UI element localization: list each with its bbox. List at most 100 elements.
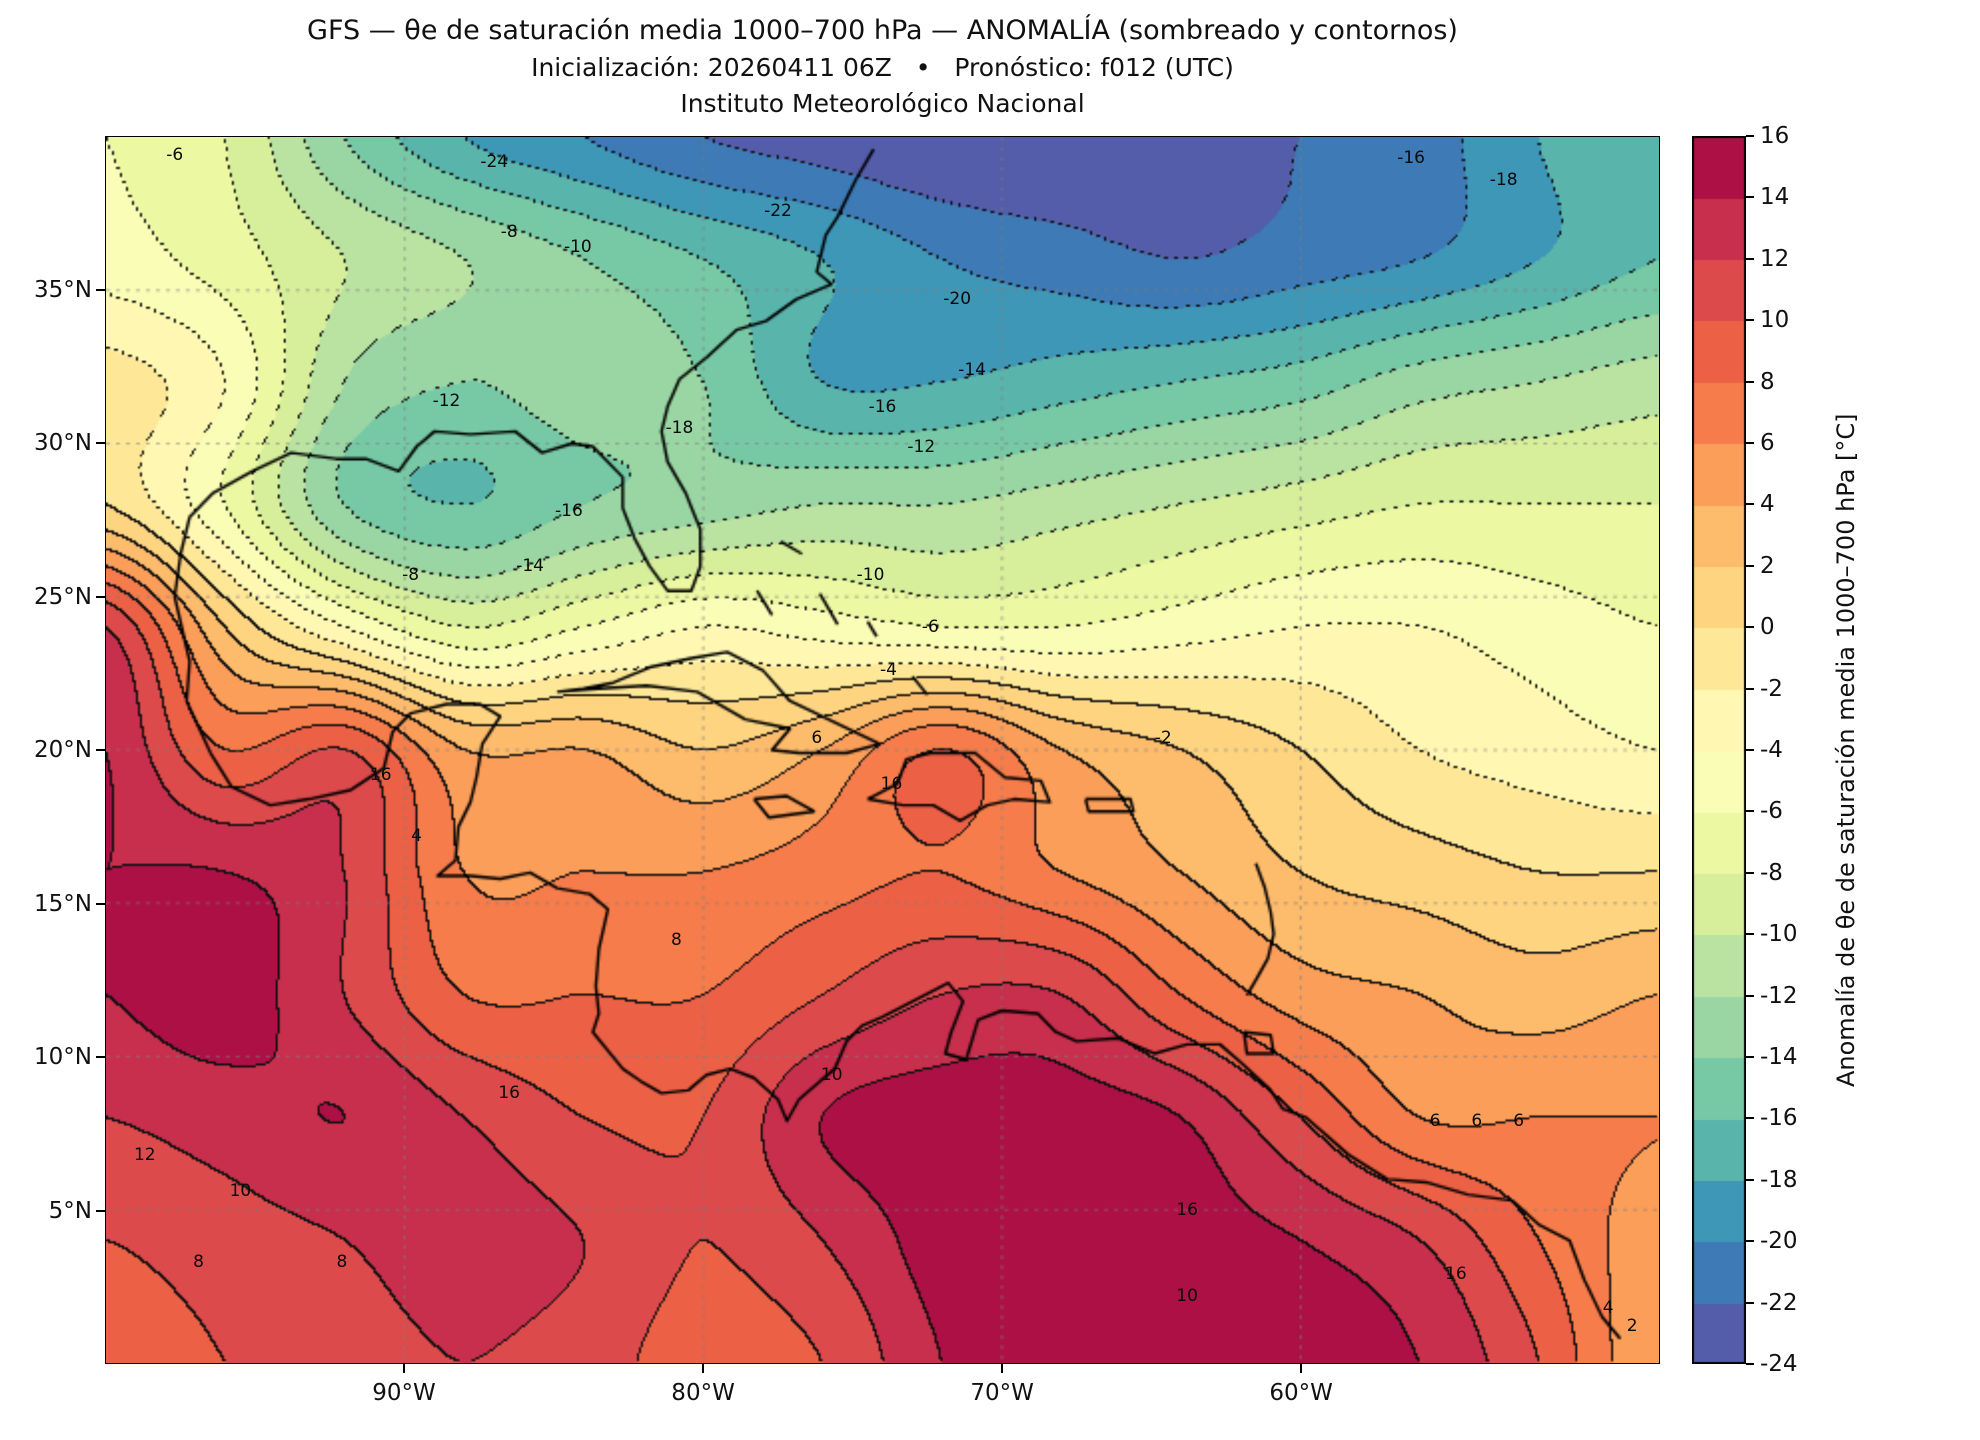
contour-label: 16 bbox=[880, 773, 903, 794]
contour-label: -10 bbox=[563, 237, 592, 258]
x-tick-mark bbox=[1300, 1364, 1303, 1373]
colorbar-tick-mark bbox=[1746, 257, 1754, 260]
colorbar-tick-mark bbox=[1746, 1240, 1754, 1243]
contour-label: -8 bbox=[402, 565, 420, 586]
contour-label: 16 bbox=[1176, 1199, 1198, 1220]
contour-label: -14 bbox=[958, 359, 986, 380]
contour-label: 10 bbox=[229, 1181, 252, 1202]
x-tick-label: 60°W bbox=[1269, 1380, 1333, 1406]
contour-label: -6 bbox=[921, 617, 939, 638]
y-tick-mark bbox=[96, 595, 105, 598]
colorbar-tick-label: -10 bbox=[1760, 921, 1798, 948]
colorbar-tick-label: 16 bbox=[1760, 123, 1790, 149]
colorbar-tick-mark bbox=[1746, 503, 1754, 506]
contour-label: 8 bbox=[193, 1251, 204, 1272]
map-plot: -24 -22 -20 -18 -18 -16 -16 -16 -14 -14 -12 -12 -10-… bbox=[105, 136, 1660, 1364]
contour-label: -16 bbox=[868, 396, 897, 417]
colorbar-tick-label: 14 bbox=[1760, 184, 1790, 211]
contour-label: 16 bbox=[1445, 1264, 1467, 1285]
x-tick-mark bbox=[403, 1364, 406, 1373]
colorbar-tick-label: -24 bbox=[1760, 1351, 1798, 1377]
y-tick-label: 5°N bbox=[48, 1197, 92, 1224]
contour-label: -24 bbox=[480, 151, 509, 172]
contour-label: 12 bbox=[133, 1144, 156, 1165]
chart-subtitle: Inicialización: 20260411 06Z • Pronóstic… bbox=[531, 53, 1234, 83]
colorbar-tick-label: -22 bbox=[1760, 1289, 1798, 1316]
contour-label: 10 bbox=[820, 1064, 843, 1085]
colorbar-tick-mark bbox=[1746, 749, 1754, 751]
colorbar-tick-mark bbox=[1746, 1056, 1754, 1058]
contour-label: 8 bbox=[336, 1251, 348, 1272]
contour-label: -4 bbox=[879, 660, 897, 681]
y-tick-mark bbox=[96, 288, 105, 291]
colorbar-tick-mark bbox=[1746, 933, 1754, 936]
chart-title: GFS — θe de saturación media 1000–700 hP… bbox=[307, 15, 1458, 46]
colorbar-tick-mark bbox=[1746, 135, 1754, 137]
contour-label: -18 bbox=[665, 418, 694, 439]
contour-label: -18 bbox=[1489, 169, 1518, 190]
chart-institution: Instituto Meteorológico Nacional bbox=[680, 88, 1085, 118]
y-tick-label: 10°N bbox=[34, 1044, 92, 1070]
contour-label: -12 bbox=[432, 390, 461, 411]
colorbar-tick-mark bbox=[1746, 564, 1754, 567]
colorbar-tick-label: -18 bbox=[1760, 1166, 1798, 1193]
x-tick-label: 70°W bbox=[970, 1380, 1034, 1406]
colorbar-tick-label: 8 bbox=[1760, 368, 1775, 395]
contour-label: -20 bbox=[943, 289, 972, 310]
contour-label: 6 bbox=[1471, 1110, 1483, 1131]
y-tick-mark bbox=[96, 902, 105, 905]
colorbar-tick-mark bbox=[1746, 1178, 1754, 1181]
contour-label: -14 bbox=[516, 556, 544, 577]
contour-label: 6 bbox=[1429, 1110, 1441, 1131]
contour-label: -22 bbox=[764, 200, 792, 221]
colorbar-canvas bbox=[1692, 136, 1746, 1364]
colorbar-tick-label: -6 bbox=[1760, 798, 1783, 825]
colorbar-tick-mark bbox=[1746, 442, 1754, 444]
contour-label: 4 bbox=[1602, 1297, 1614, 1318]
contour-label: -16 bbox=[555, 500, 583, 521]
y-tick-mark bbox=[96, 442, 105, 444]
colorbar-tick-mark bbox=[1746, 810, 1754, 813]
colorbar-tick-mark bbox=[1746, 994, 1754, 997]
title-block: GFS — θe de saturación media 1000–700 hP… bbox=[105, 12, 1660, 121]
contour-label: -6 bbox=[166, 145, 184, 166]
colorbar-tick-mark bbox=[1746, 1117, 1754, 1120]
colorbar-tick-label: 2 bbox=[1760, 552, 1775, 579]
x-tick-label: 90°W bbox=[372, 1380, 436, 1406]
colorbar-tick-label: 0 bbox=[1760, 614, 1775, 641]
anomaly-map-canvas bbox=[106, 137, 1659, 1363]
contour-labels-layer: -24 -22 -20 -18 -18 -16 -16 -16 -14 -14 -12 -12 -10-… bbox=[106, 137, 1659, 1363]
contour-label: 16 bbox=[369, 764, 392, 785]
contour-label: 4 bbox=[411, 825, 423, 846]
colorbar-tick-mark bbox=[1746, 319, 1754, 322]
contour-label: 10 bbox=[1176, 1285, 1198, 1306]
colorbar-tick-mark bbox=[1746, 196, 1754, 199]
colorbar-tick-mark bbox=[1746, 871, 1754, 874]
colorbar-tick-mark bbox=[1746, 380, 1754, 383]
contour-label: 6 bbox=[1513, 1110, 1525, 1131]
colorbar-tick-label: -20 bbox=[1760, 1228, 1798, 1255]
colorbar-tick-label: 12 bbox=[1760, 245, 1790, 272]
contour-label: 2 bbox=[1626, 1316, 1638, 1337]
colorbar-label: Anomalía de θe de saturación media 1000–… bbox=[1832, 413, 1860, 1087]
y-tick-label: 35°N bbox=[34, 276, 92, 303]
colorbar-tick-label: 6 bbox=[1760, 430, 1775, 456]
contour-label: 8 bbox=[671, 930, 682, 951]
colorbar-tick-label: 10 bbox=[1760, 307, 1790, 334]
colorbar-tick-label: -16 bbox=[1760, 1105, 1798, 1132]
x-tick-mark bbox=[702, 1364, 705, 1373]
colorbar-tick-mark bbox=[1746, 687, 1754, 690]
y-tick-mark bbox=[96, 1209, 105, 1212]
colorbar-tick-label: -14 bbox=[1760, 1044, 1798, 1070]
contour-label: -10 bbox=[856, 565, 885, 586]
y-tick-label: 15°N bbox=[34, 890, 92, 917]
colorbar-tick-label: 4 bbox=[1760, 491, 1775, 518]
colorbar-tick-label: -4 bbox=[1760, 737, 1783, 763]
colorbar bbox=[1692, 136, 1746, 1364]
y-tick-mark bbox=[96, 749, 105, 751]
colorbar-tick-label: -2 bbox=[1760, 675, 1783, 702]
colorbar-tick-label: -8 bbox=[1760, 859, 1783, 886]
y-tick-label: 25°N bbox=[34, 583, 92, 610]
contour-label: 6 bbox=[811, 727, 823, 748]
